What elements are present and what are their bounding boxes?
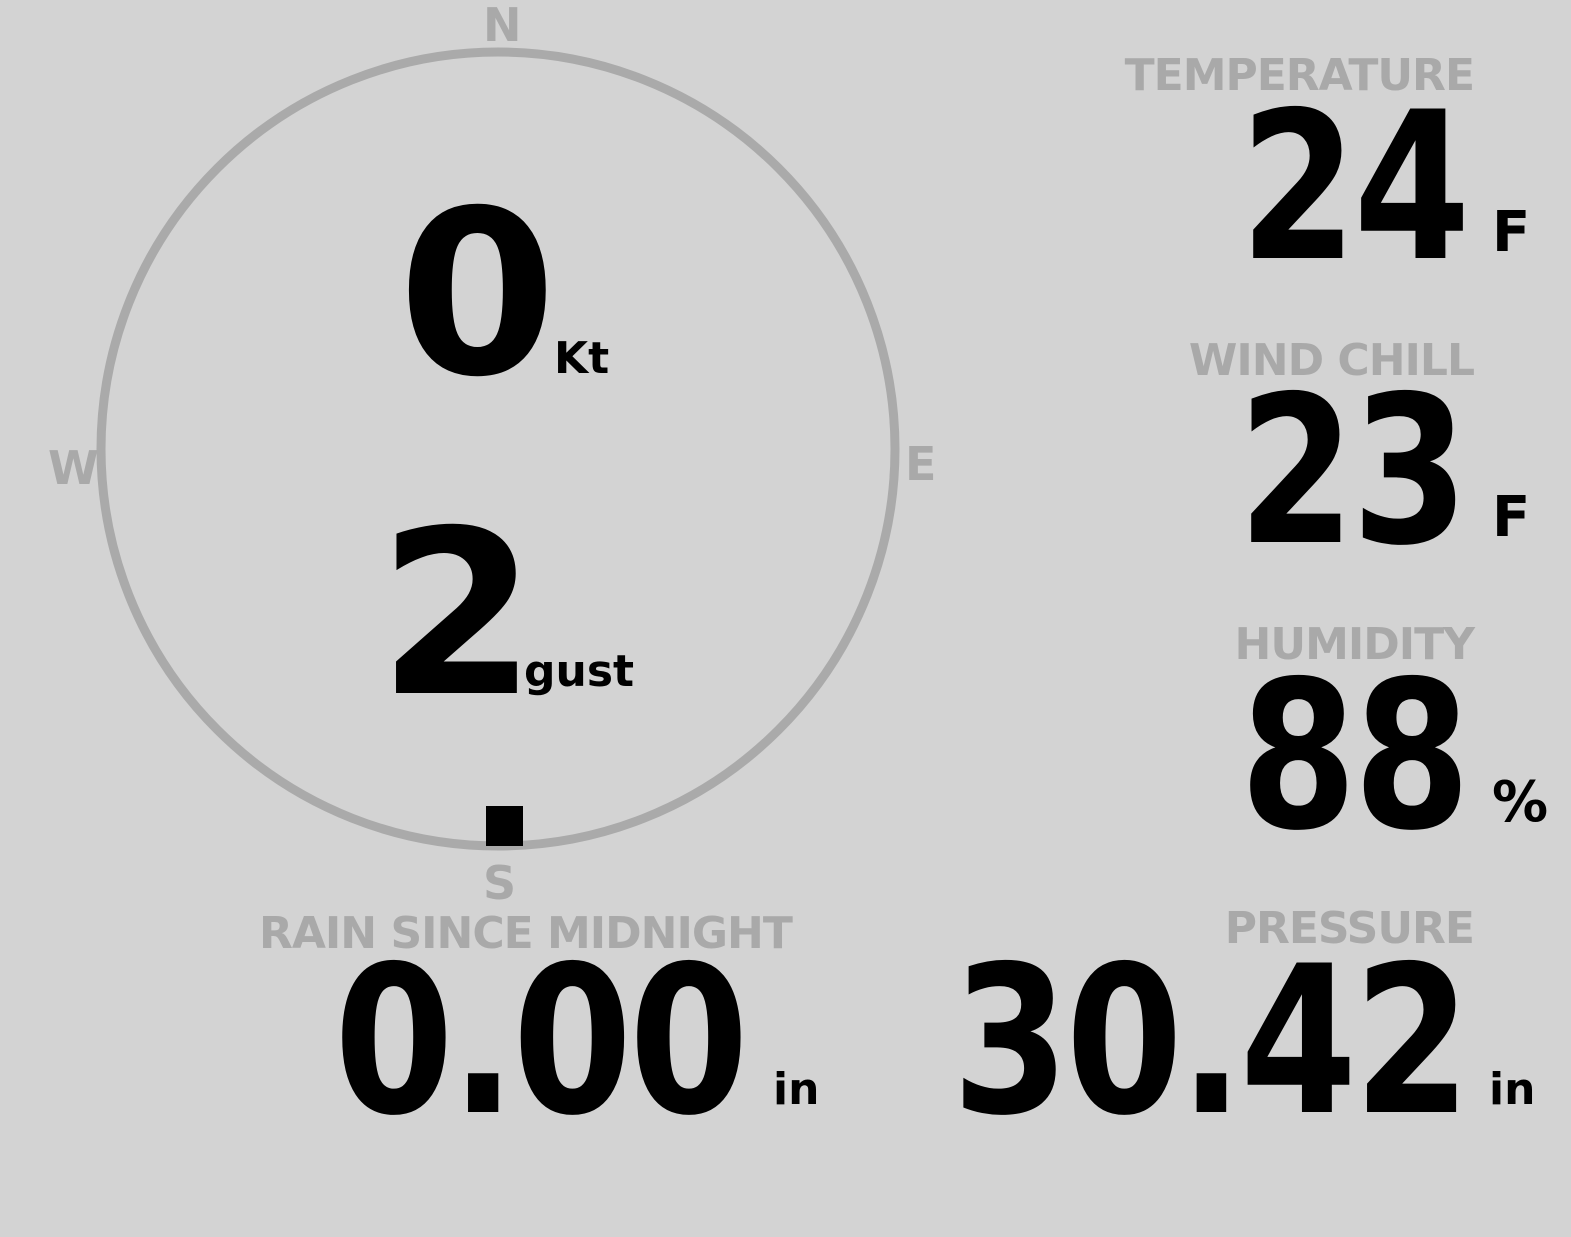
temperature-unit: F: [1492, 200, 1531, 265]
wind-chill-label-text: WIND CHILL: [1188, 335, 1475, 386]
temperature-label: TEMPERATURE: [1125, 54, 1475, 98]
humidity-label: HUMIDITY: [1235, 623, 1475, 667]
wind-gust-unit: gust: [524, 646, 635, 697]
humidity-unit: %: [1492, 770, 1549, 835]
rain-label: RAIN SINCE MIDNIGHT: [259, 908, 793, 959]
pressure-label-text: PRESSURE: [1224, 903, 1475, 954]
temperature-value: 24: [1239, 69, 1471, 307]
pressure-unit: in: [1489, 1064, 1536, 1115]
compass-south-label: S: [483, 856, 517, 910]
pressure-label: PRESSURE: [1225, 907, 1475, 951]
temperature-label-text: TEMPERATURE: [1124, 50, 1475, 101]
humidity-label-text: HUMIDITY: [1234, 619, 1475, 670]
compass-east-label: E: [905, 437, 937, 491]
pressure-value: 30.42: [951, 923, 1471, 1161]
wind-chill-value: 23: [1237, 353, 1469, 591]
wind-speed-unit: Kt: [554, 333, 610, 384]
wind-speed-value: 0: [398, 161, 557, 427]
wind-direction-marker: [486, 806, 523, 846]
compass-west-label: W: [48, 441, 99, 495]
wind-gust-value: 2: [378, 481, 537, 747]
wind-chill-unit: F: [1492, 485, 1531, 550]
rain-unit: in: [773, 1064, 820, 1115]
humidity-value: 88: [1239, 638, 1471, 876]
wind-compass: [96, 47, 900, 851]
compass-north-label: N: [483, 0, 522, 52]
rain-value: 0.00: [334, 923, 749, 1161]
wind-chill-label: WIND CHILL: [1189, 339, 1475, 383]
